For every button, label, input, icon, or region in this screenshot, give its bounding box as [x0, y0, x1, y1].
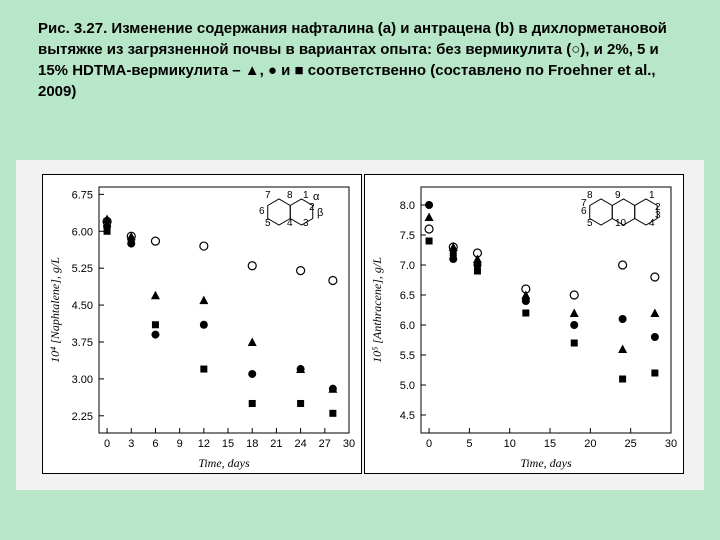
svg-text:2: 2 [309, 202, 315, 213]
svg-text:8: 8 [287, 190, 293, 201]
svg-text:3: 3 [128, 438, 134, 450]
figure-container: 0369121518212427302.253.003.754.505.256.… [16, 160, 704, 490]
svg-text:10: 10 [504, 438, 516, 450]
svg-text:α: α [313, 191, 320, 203]
svg-text:6.75: 6.75 [72, 189, 93, 201]
svg-text:27: 27 [319, 438, 331, 450]
svg-text:3.00: 3.00 [72, 374, 93, 386]
svg-text:5: 5 [466, 438, 472, 450]
svg-text:9: 9 [615, 190, 621, 201]
svg-text:Time, days: Time, days [198, 456, 250, 470]
svg-text:10⁴ [Naphtalene], g/L: 10⁴ [Naphtalene], g/L [48, 257, 62, 363]
svg-text:1: 1 [649, 190, 655, 201]
figure-caption: Рис. 3.27. Изменение содержания нафталин… [38, 18, 688, 102]
svg-text:18: 18 [246, 438, 258, 450]
svg-text:4: 4 [287, 218, 293, 229]
svg-text:10: 10 [615, 218, 627, 229]
svg-text:7.5: 7.5 [400, 230, 415, 242]
svg-text:6.00: 6.00 [72, 226, 93, 238]
svg-text:4: 4 [649, 218, 655, 229]
svg-text:20: 20 [584, 438, 596, 450]
svg-text:5.0: 5.0 [400, 380, 415, 392]
svg-text:5.25: 5.25 [72, 263, 93, 275]
svg-text:3: 3 [303, 218, 309, 229]
svg-text:15: 15 [544, 438, 556, 450]
svg-text:30: 30 [665, 438, 677, 450]
svg-text:4.50: 4.50 [72, 300, 93, 312]
svg-text:β: β [317, 207, 323, 219]
svg-text:24: 24 [294, 438, 306, 450]
svg-text:6: 6 [152, 438, 158, 450]
svg-text:3: 3 [655, 210, 661, 221]
svg-text:8.0: 8.0 [400, 200, 415, 212]
svg-text:10⁵ [Anthracene], g/L: 10⁵ [Anthracene], g/L [370, 257, 384, 363]
svg-text:6.0: 6.0 [400, 320, 415, 332]
svg-text:12: 12 [198, 438, 210, 450]
svg-text:21: 21 [270, 438, 282, 450]
svg-text:5.5: 5.5 [400, 350, 415, 362]
svg-text:6: 6 [259, 206, 265, 217]
svg-text:9: 9 [177, 438, 183, 450]
svg-text:25: 25 [625, 438, 637, 450]
svg-text:30: 30 [343, 438, 355, 450]
svg-text:5: 5 [265, 218, 271, 229]
svg-text:0: 0 [104, 438, 110, 450]
svg-text:6.5: 6.5 [400, 290, 415, 302]
svg-text:7.0: 7.0 [400, 260, 415, 272]
svg-text:2.25: 2.25 [72, 411, 93, 423]
svg-text:7: 7 [265, 190, 271, 201]
svg-text:Time, days: Time, days [520, 456, 572, 470]
svg-text:4.5: 4.5 [400, 410, 415, 422]
svg-text:5: 5 [587, 218, 593, 229]
svg-text:0: 0 [426, 438, 432, 450]
svg-text:3.75: 3.75 [72, 337, 93, 349]
chart-panel-a: 0369121518212427302.253.003.754.505.256.… [42, 174, 362, 474]
svg-text:15: 15 [222, 438, 234, 450]
chart-panel-b: 0510152025304.55.05.56.06.57.07.58.0Time… [364, 174, 684, 474]
svg-text:1: 1 [303, 190, 309, 201]
svg-text:8: 8 [587, 190, 593, 201]
